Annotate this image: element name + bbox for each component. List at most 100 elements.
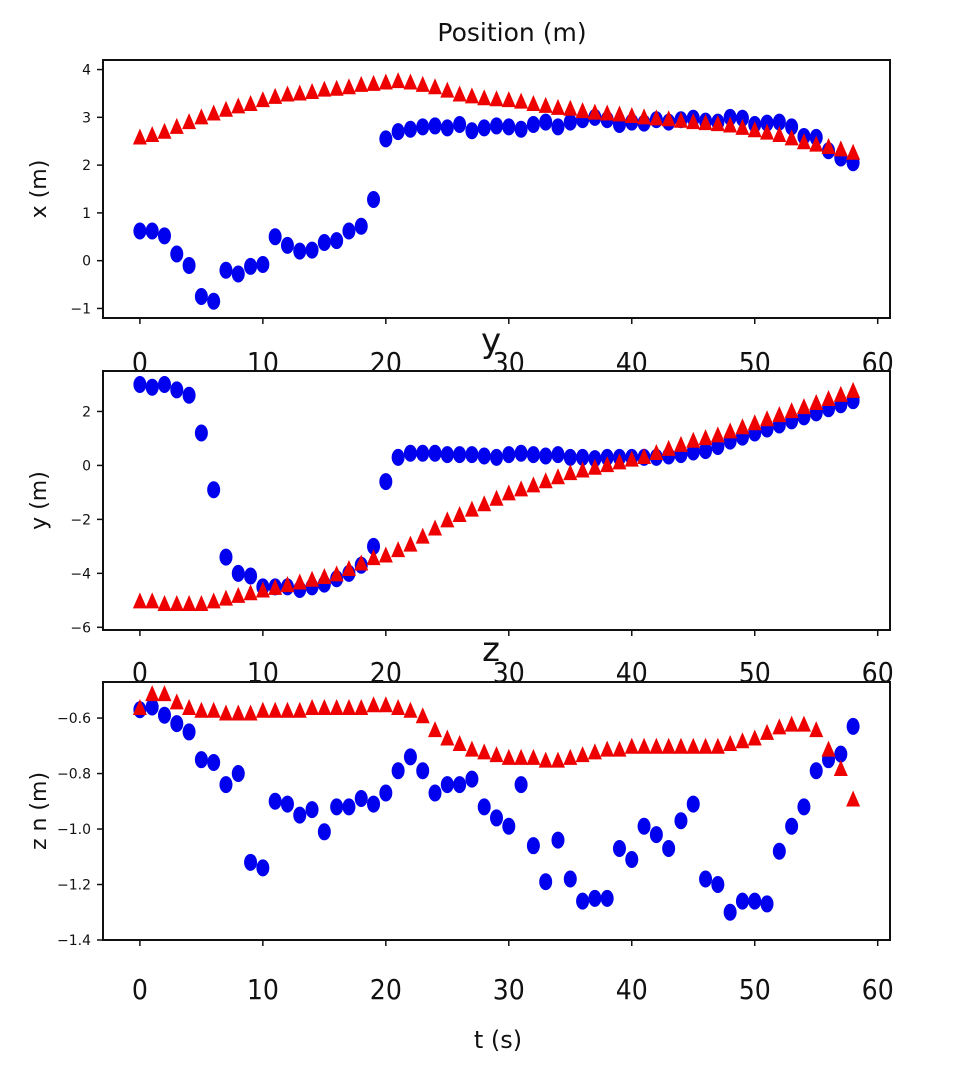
data-point-blue [490,117,503,135]
x-tick-label: 10 [247,973,279,1006]
data-point-red [821,740,836,757]
data-point-red [575,102,590,119]
data-point-blue [612,839,626,857]
data-point-red [624,106,639,123]
data-point-red [784,402,799,419]
data-point-blue [219,776,233,794]
data-point-red [243,704,258,721]
data-point-red [378,73,393,90]
data-point-blue [416,118,430,136]
data-point-blue [625,851,639,869]
data-point-red [440,81,455,98]
data-point-red [661,110,676,127]
data-point-red [489,746,504,763]
data-point-blue [563,113,577,131]
data-point-blue [231,765,245,783]
data-point-red [772,126,787,143]
data-point-red [550,751,565,768]
data-point-red [378,696,393,713]
data-point-blue [588,889,602,907]
data-point-blue [391,762,405,780]
data-point-blue [293,806,307,824]
data-point-red [403,535,418,552]
data-point-blue [785,118,799,136]
data-point-red [132,128,147,145]
data-point-blue [194,751,208,769]
data-point-blue [305,801,319,819]
data-point-blue [735,892,749,910]
data-point-blue [649,826,663,844]
data-point-red [796,715,811,732]
data-point-blue [428,117,442,135]
data-point-red [464,740,479,757]
data-point-blue [440,446,454,464]
data-point-red [846,143,861,160]
x-tick-label: 50 [739,973,771,1006]
data-point-red [280,85,295,102]
data-point-red [391,72,406,89]
data-point-red [280,701,295,718]
data-point-blue [502,817,516,835]
data-point-red [194,701,209,718]
y-tick-label: 3 [82,110,91,126]
data-point-blue [145,698,159,716]
data-point-red [735,732,750,749]
data-point-blue [502,118,516,136]
data-point-blue [809,762,823,780]
data-point-blue [403,120,417,138]
data-point-red [341,559,356,576]
data-point-blue [145,378,159,396]
data-point-red [341,698,356,715]
data-point-red [760,723,775,740]
data-point-red [317,698,332,715]
data-point-blue [711,876,725,894]
y-tick-label: 2 [82,404,91,420]
data-point-blue [563,870,577,888]
data-point-red [661,737,676,754]
data-point-red [624,737,639,754]
data-point-red [157,595,172,612]
data-point-blue [453,446,467,464]
data-point-red [550,98,565,115]
data-point-red [206,592,221,609]
data-point-red [686,113,701,130]
data-point-blue [182,723,196,741]
data-point-blue [133,222,147,240]
data-point-blue [686,795,700,813]
data-point-red [255,581,270,598]
data-point-red [649,443,664,460]
y-tick-label: −1 [70,301,91,317]
data-point-red [833,760,848,776]
data-point-blue [600,889,614,907]
data-point-red [366,549,381,566]
data-point-red [833,140,848,157]
data-point-red [440,511,455,528]
data-point-red [612,740,627,757]
data-point-red [698,429,713,446]
y-tick-label: −1.0 [57,822,91,838]
data-point-blue [354,217,368,235]
data-point-blue [526,837,540,855]
data-point-red [403,73,418,90]
data-point-red [464,87,479,104]
y-axis-label: x (m) [27,160,52,219]
data-point-red [169,595,184,612]
data-point-blue [514,776,528,794]
y-tick-label: −6 [70,620,91,636]
data-point-blue [539,113,553,131]
data-point-red [182,698,197,715]
data-point-blue [465,122,479,140]
y-tick-label: 0 [82,458,91,474]
data-point-red [145,592,160,609]
data-point-red [538,472,553,489]
panel-z: −1.4 −1.2 −1.0 −0.8 −0.6 0 10 20 30 40 50 60 z n (m)… [27,630,894,1006]
data-point-red [821,389,836,406]
data-point-blue [551,831,565,849]
data-point-blue [514,120,528,138]
data-point-red [477,495,492,512]
data-point-blue [539,447,553,465]
data-point-blue [440,776,454,794]
x-tick-label: 30 [493,973,525,1006]
data-point-blue [723,903,737,921]
